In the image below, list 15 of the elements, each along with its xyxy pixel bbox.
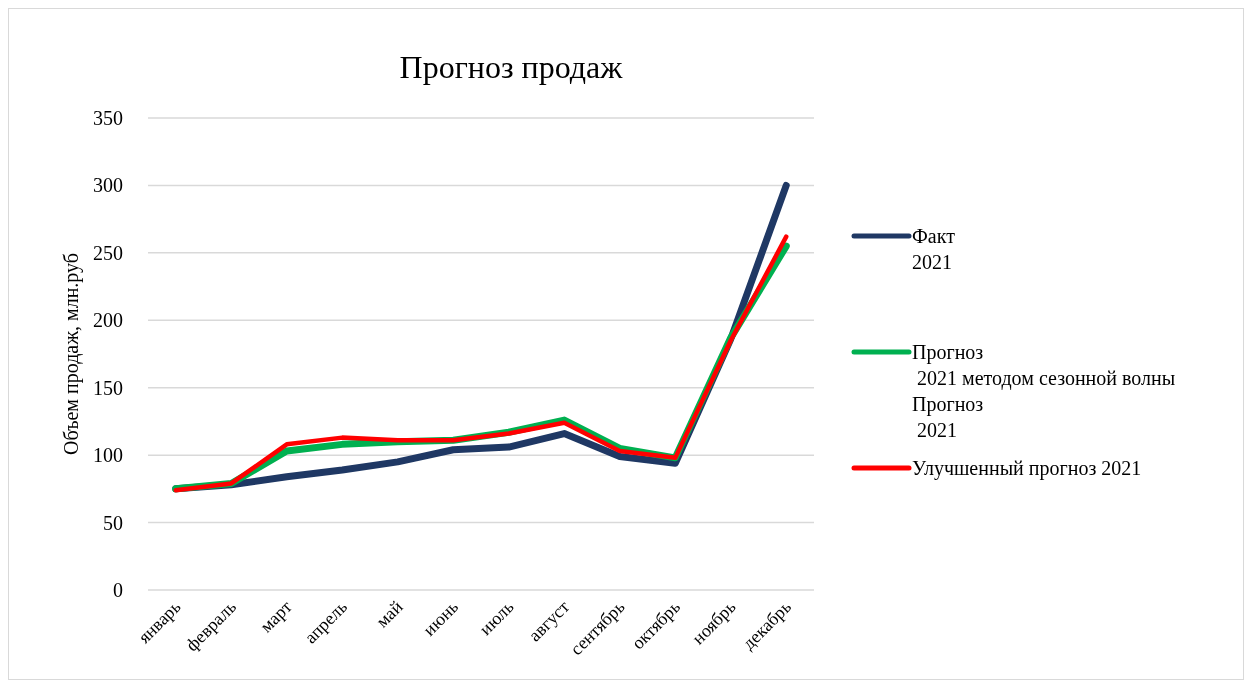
y-tick-label: 300 [93, 174, 123, 197]
chart-title: Прогноз продаж [399, 49, 624, 85]
text: Прогноз 2021 [912, 393, 984, 441]
legend-label: Прогноз 2021 методом сезонной волны [912, 341, 1176, 390]
legend-label: Факт 2021 [912, 225, 956, 273]
x-tick-label: май [372, 596, 407, 632]
legend-label: Улучшенный прогноз 2021 [912, 457, 1142, 480]
y-tick-label: 50 [103, 511, 123, 534]
y-axis-title: Объем продаж, млн.руб [60, 253, 83, 455]
y-tick-label: 250 [93, 241, 123, 264]
y-tick-label: 200 [93, 309, 123, 332]
y-tick-label: 100 [93, 444, 123, 467]
y-tick-label: 150 [93, 376, 123, 399]
y-tick-label: 350 [93, 107, 123, 129]
y-tick-label: 0 [113, 579, 123, 601]
